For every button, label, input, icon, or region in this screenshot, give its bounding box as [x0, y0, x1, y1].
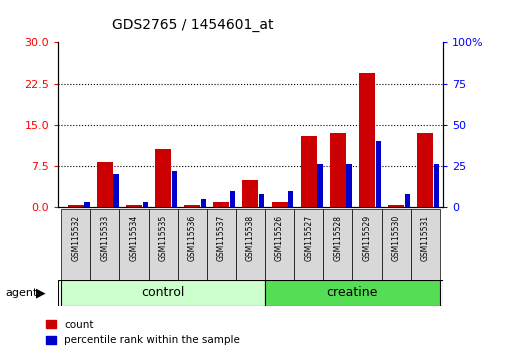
Bar: [300, 136, 316, 207]
Text: GSM115526: GSM115526: [275, 215, 283, 261]
Text: GSM115529: GSM115529: [362, 215, 371, 261]
Text: ▶: ▶: [36, 286, 46, 299]
Bar: [387, 205, 403, 207]
Bar: [184, 205, 200, 207]
Bar: [148, 209, 177, 280]
Bar: [207, 209, 235, 280]
Bar: [213, 202, 229, 207]
Legend: count, percentile rank within the sample: count, percentile rank within the sample: [45, 320, 240, 345]
Bar: [96, 162, 113, 207]
Bar: [61, 209, 90, 280]
Bar: [259, 194, 264, 207]
Bar: [317, 164, 322, 207]
Bar: [358, 73, 374, 207]
Bar: [329, 133, 345, 207]
Bar: [346, 164, 351, 207]
Text: GSM115528: GSM115528: [333, 215, 342, 261]
Bar: [288, 190, 293, 207]
Text: GSM115527: GSM115527: [304, 215, 313, 261]
Text: GSM115534: GSM115534: [129, 215, 138, 261]
Bar: [265, 209, 293, 280]
Bar: [113, 174, 118, 207]
Text: GSM115536: GSM115536: [187, 215, 196, 261]
Text: GSM115532: GSM115532: [71, 215, 80, 261]
Text: GSM115533: GSM115533: [100, 215, 109, 261]
Bar: [271, 202, 287, 207]
Text: GSM115537: GSM115537: [217, 215, 225, 261]
Bar: [375, 141, 380, 207]
Bar: [142, 202, 147, 207]
Bar: [265, 280, 439, 306]
Bar: [242, 180, 258, 207]
Text: agent: agent: [5, 288, 37, 298]
Bar: [119, 209, 148, 280]
Text: creatine: creatine: [326, 286, 377, 299]
Bar: [352, 209, 381, 280]
Bar: [90, 209, 119, 280]
Bar: [323, 209, 352, 280]
Bar: [171, 171, 177, 207]
Bar: [68, 205, 83, 207]
Text: GSM115531: GSM115531: [420, 215, 429, 261]
Bar: [61, 280, 265, 306]
Bar: [200, 199, 206, 207]
Bar: [229, 190, 235, 207]
Bar: [381, 209, 410, 280]
Text: GSM115530: GSM115530: [391, 215, 400, 261]
Bar: [417, 133, 432, 207]
Text: GSM115535: GSM115535: [158, 215, 167, 261]
Bar: [126, 205, 142, 207]
Bar: [293, 209, 323, 280]
Text: GDS2765 / 1454601_at: GDS2765 / 1454601_at: [111, 18, 273, 32]
Text: control: control: [141, 286, 184, 299]
Bar: [404, 194, 409, 207]
Bar: [155, 149, 171, 207]
Bar: [235, 209, 265, 280]
Text: GSM115538: GSM115538: [245, 215, 255, 261]
Bar: [177, 209, 207, 280]
Bar: [410, 209, 439, 280]
Bar: [433, 164, 438, 207]
Bar: [84, 202, 89, 207]
